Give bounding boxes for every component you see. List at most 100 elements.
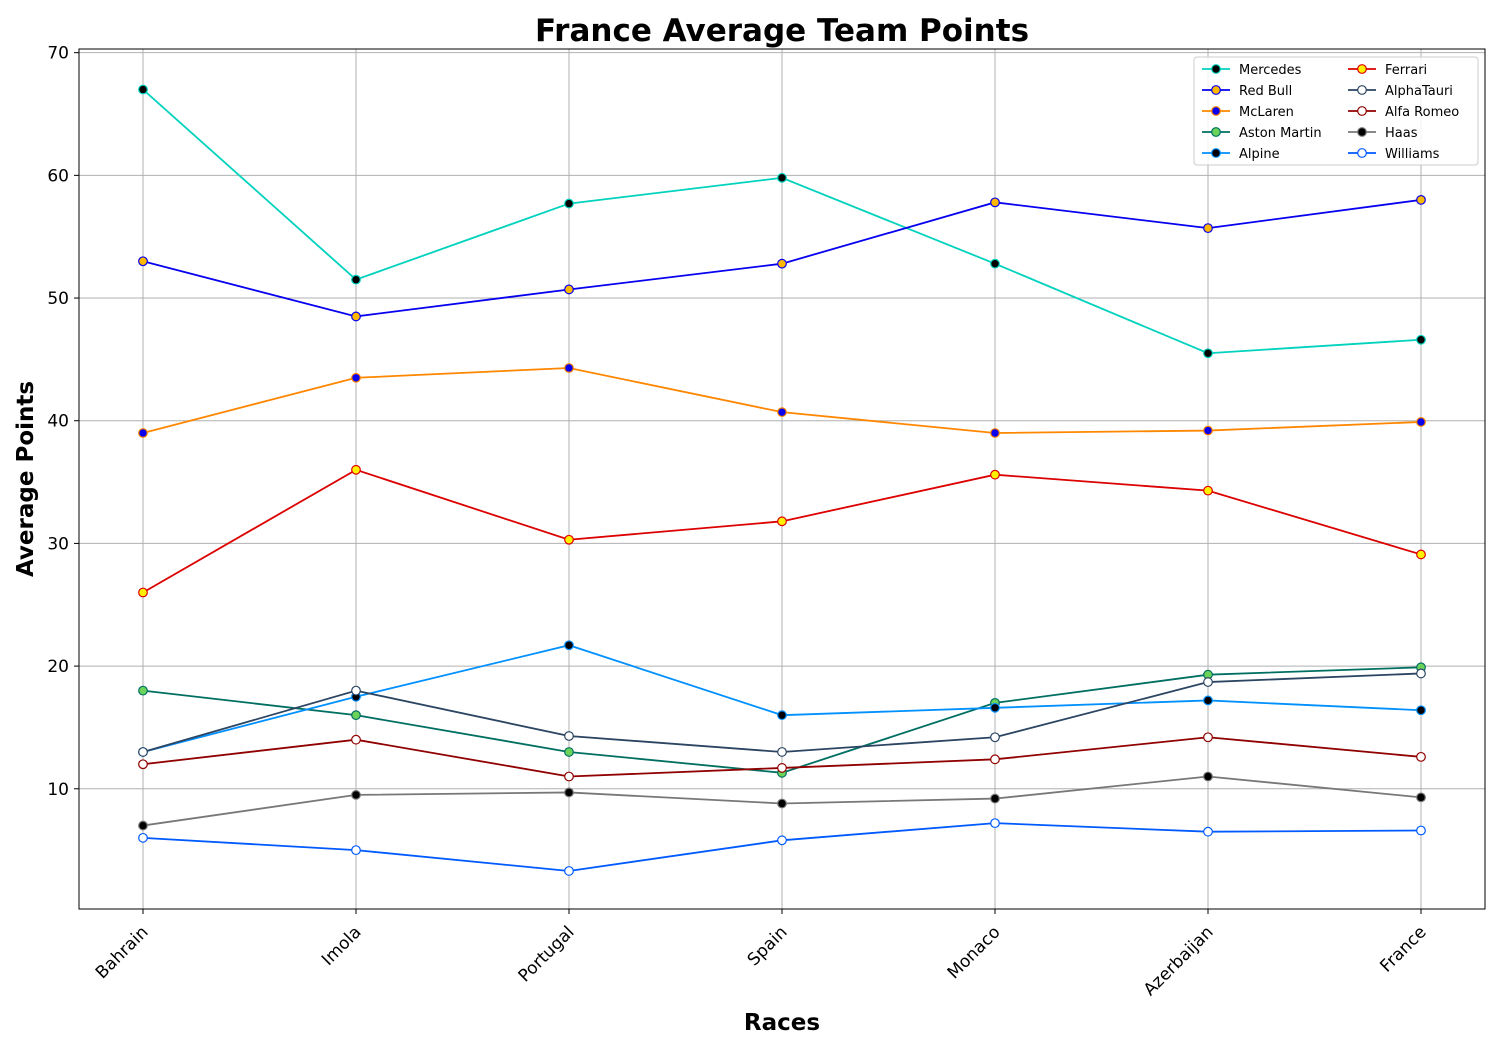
data-point-williams [138, 832, 148, 843]
data-point-alphatauri [138, 747, 148, 757]
data-point-alpine [564, 640, 574, 651]
x-axis-label: Races [744, 1010, 820, 1036]
data-point-mercedes [1416, 334, 1426, 345]
data-point-alphatauri [564, 731, 574, 741]
data-point-mclaren [138, 428, 148, 438]
data-point-alphatauri [351, 685, 361, 696]
legend-label: Alfa Romeo [1385, 105, 1459, 120]
data-point-haas [777, 798, 787, 809]
series-haas [138, 771, 1426, 831]
x-tick-label-azerbaijan: Azerbaijan [1140, 922, 1218, 1000]
legend-item-haas: Haas [1348, 126, 1418, 141]
legend-label: Aston Martin [1239, 126, 1322, 141]
data-point-williams [351, 845, 361, 856]
data-point-red-bull [351, 311, 361, 322]
data-point-aston-martin [138, 685, 148, 696]
legend-item-red-bull: Red Bull [1202, 84, 1292, 99]
series-red-bull [138, 194, 1426, 322]
series-williams [138, 818, 1426, 876]
x-tick-label-bahrain: Bahrain [92, 922, 153, 983]
y-tick-label: 40 [47, 412, 69, 432]
y-tick-label: 30 [47, 534, 69, 554]
chart-title: France Average Team Points [535, 13, 1029, 49]
y-tick-label: 60 [47, 166, 69, 186]
data-point-alfa-romeo [990, 754, 1000, 765]
data-point-alfa-romeo [564, 771, 574, 782]
legend-swatch-marker [1211, 85, 1221, 95]
legend-label: Williams [1385, 147, 1440, 162]
legend-swatch-marker [1211, 148, 1221, 158]
legend-item-alpine: Alpine [1202, 147, 1280, 162]
data-point-alfa-romeo [351, 734, 361, 745]
y-axis-label: Average Points [13, 381, 39, 577]
series-ferrari [138, 464, 1426, 598]
data-point-mercedes [564, 198, 574, 209]
data-point-mclaren [1203, 425, 1213, 436]
data-point-red-bull [1203, 223, 1213, 234]
series-mercedes [138, 84, 1426, 359]
legend-item-aston-martin: Aston Martin [1202, 126, 1322, 141]
legend-label: AlphaTauri [1385, 84, 1453, 99]
data-point-williams [777, 835, 787, 846]
data-point-aston-martin [564, 747, 574, 757]
data-point-alfa-romeo [1203, 732, 1213, 743]
series-alphatauri [138, 668, 1426, 757]
legend-label: Alpine [1239, 147, 1280, 162]
data-point-ferrari [777, 516, 787, 527]
legend-swatch-marker [1211, 106, 1221, 116]
legend-item-alfa-romeo: Alfa Romeo [1348, 105, 1459, 120]
legend-item-williams: Williams [1348, 147, 1440, 162]
data-point-red-bull [138, 256, 148, 267]
data-point-alpine [1203, 695, 1213, 706]
y-tick-label: 70 [47, 44, 69, 64]
data-point-haas [564, 787, 574, 798]
series-alfa-romeo [138, 732, 1426, 782]
legend-box [1193, 56, 1479, 166]
series-lines [138, 84, 1426, 876]
legend-swatch-marker [1357, 148, 1367, 158]
data-point-haas [990, 793, 1000, 804]
data-point-haas [1203, 771, 1213, 782]
data-point-ferrari [1203, 485, 1213, 496]
data-point-aston-martin [351, 710, 361, 721]
y-axis-ticks: 10 20 30 40 50 60 70 [47, 44, 79, 800]
data-point-red-bull [990, 197, 1000, 208]
data-point-alphatauri [1203, 677, 1213, 687]
data-point-ferrari [351, 464, 361, 475]
x-tick-label-monaco: Monaco [944, 922, 1005, 983]
data-point-alphatauri [1416, 668, 1426, 679]
data-point-mercedes [777, 172, 787, 183]
data-point-alfa-romeo [777, 763, 787, 773]
data-point-haas [351, 790, 361, 800]
data-point-alfa-romeo [1416, 751, 1426, 762]
data-point-alpine [777, 710, 787, 721]
data-point-alphatauri [777, 747, 787, 757]
data-point-red-bull [564, 284, 574, 295]
data-point-ferrari [138, 587, 148, 598]
data-point-ferrari [1416, 549, 1426, 560]
data-point-red-bull [1416, 194, 1426, 205]
data-point-ferrari [990, 469, 1000, 480]
data-point-mercedes [990, 258, 1000, 269]
legend-label: Haas [1385, 126, 1418, 141]
legend: Mercedes Red Bull McLaren Aston Martin Alpin… [1193, 56, 1479, 166]
data-point-mercedes [1203, 348, 1213, 359]
legend-item-mclaren: McLaren [1202, 105, 1294, 120]
data-point-haas [138, 820, 148, 831]
legend-label: McLaren [1239, 105, 1294, 120]
data-point-alphatauri [990, 732, 1000, 743]
data-point-mclaren [1416, 417, 1426, 427]
legend-label: Mercedes [1239, 63, 1302, 78]
legend-swatch-marker [1357, 127, 1367, 137]
legend-swatch-marker [1357, 64, 1367, 74]
data-point-mclaren [351, 372, 361, 383]
x-tick-label-portugal: Portugal [515, 922, 579, 986]
data-point-alfa-romeo [138, 759, 148, 770]
data-point-mclaren [777, 407, 787, 418]
series-mclaren [138, 363, 1426, 438]
legend-swatch-marker [1357, 85, 1367, 95]
data-point-williams [1203, 826, 1213, 837]
data-point-alpine [990, 702, 1000, 713]
x-tick-label-spain: Spain [744, 922, 792, 970]
